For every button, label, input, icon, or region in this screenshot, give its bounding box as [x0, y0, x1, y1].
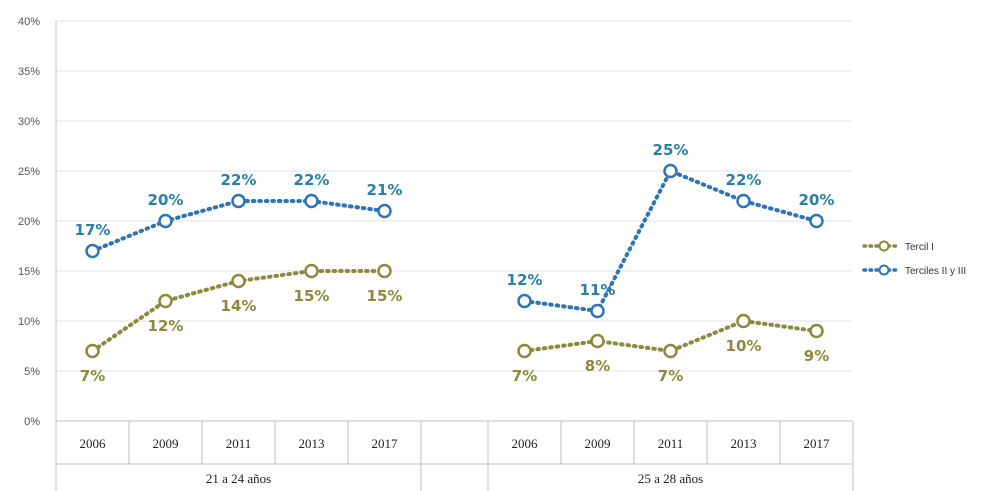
data-point [304, 193, 319, 209]
x-category-label: 2009 [153, 436, 179, 451]
legend-label: Terciles II y III [905, 266, 966, 277]
data-label: 15% [367, 287, 403, 305]
data-label: 22% [726, 171, 762, 189]
data-point [590, 303, 605, 319]
data-point [517, 293, 532, 309]
legend-swatch-marker [878, 240, 890, 252]
data-point [517, 343, 532, 359]
x-category-label: 2013 [731, 436, 757, 451]
data-point [809, 323, 824, 339]
data-point [377, 203, 392, 219]
data-label: 7% [80, 367, 105, 385]
data-label: 12% [148, 317, 184, 335]
data-label: 14% [221, 297, 257, 315]
data-point [736, 193, 751, 209]
data-label: 22% [294, 171, 330, 189]
y-tick-label: 5% [24, 366, 40, 378]
y-tick-label: 0% [24, 416, 40, 428]
data-labels: 7% 12% 14% 15% 15% 17% 20% 22% 22% 21% 7% 8% 7% 10% 9%… [75, 141, 835, 385]
data-point [809, 213, 824, 229]
y-tick-label: 30% [18, 116, 40, 128]
x-category-label: 2006 [80, 436, 107, 451]
x-category-label: 2011 [226, 436, 252, 451]
data-point [304, 263, 319, 279]
x-category-label: 2009 [585, 436, 611, 451]
x-category-label: 2013 [299, 436, 325, 451]
x-group-label: 25 a 28 años [638, 471, 703, 486]
data-label: 22% [221, 171, 257, 189]
data-label: 8% [585, 357, 610, 375]
y-axis-ticks: 0% 5% 10% 15% 20% 25% 30% 35% 40% [18, 16, 40, 428]
data-point [663, 343, 678, 359]
data-label: 11% [580, 281, 616, 299]
series-points [85, 163, 824, 359]
y-tick-label: 40% [18, 16, 40, 28]
data-label: 10% [726, 337, 762, 355]
data-point [377, 263, 392, 279]
x-category-label: 2006 [512, 436, 539, 451]
data-point [590, 333, 605, 349]
data-label: 15% [294, 287, 330, 305]
x-axis-categories: 2006 2009 2011 2013 2017 21 a 24 años 2006 2009… [55, 421, 854, 491]
series-lines [90, 168, 819, 354]
data-label: 17% [75, 221, 111, 239]
legend-label: Tercil I [905, 242, 934, 253]
data-label: 25% [653, 141, 689, 159]
data-label: 9% [804, 347, 829, 365]
data-point [663, 163, 678, 179]
data-label: 7% [658, 367, 683, 385]
x-category-label: 2017 [804, 436, 831, 451]
y-tick-label: 20% [18, 216, 40, 228]
data-label: 20% [148, 191, 184, 209]
data-point [231, 273, 246, 289]
series-line [522, 168, 819, 314]
data-label: 21% [367, 181, 403, 199]
y-tick-label: 35% [18, 66, 40, 78]
data-point [736, 313, 751, 329]
data-point [158, 293, 173, 309]
series-line [90, 199, 387, 253]
data-point [85, 343, 100, 359]
y-tick-label: 15% [18, 266, 40, 278]
data-point [158, 213, 173, 229]
data-point [231, 193, 246, 209]
x-group-label: 21 a 24 años [206, 471, 271, 486]
data-label: 20% [799, 191, 835, 209]
x-category-label: 2017 [372, 436, 399, 451]
data-label: 12% [507, 271, 543, 289]
y-tick-label: 10% [18, 316, 40, 328]
y-tick-label: 25% [18, 166, 40, 178]
data-point [85, 243, 100, 259]
legend: Tercil I Terciles II y III [862, 240, 966, 277]
data-label: 7% [512, 367, 537, 385]
gridlines [55, 20, 852, 491]
x-category-label: 2011 [658, 436, 684, 451]
legend-swatch-marker [878, 264, 890, 276]
